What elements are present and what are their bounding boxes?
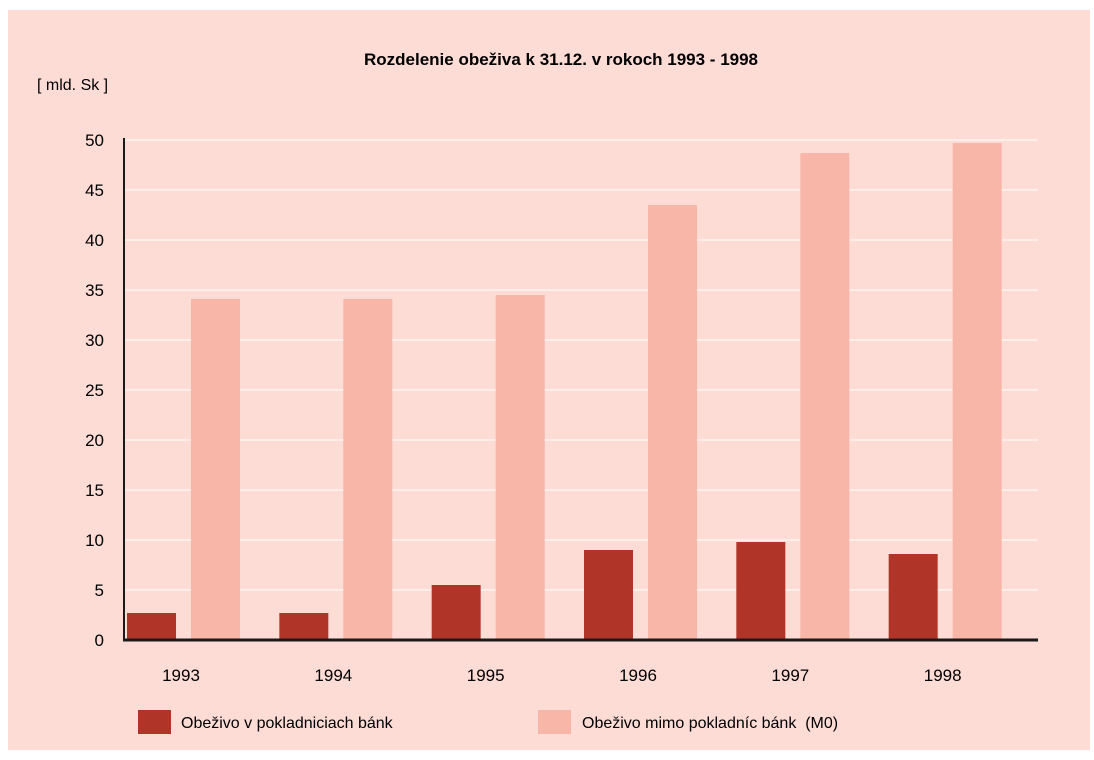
legend-swatch-banks xyxy=(138,710,171,734)
bar-m0-1995 xyxy=(495,295,545,640)
y-tick-label: 35 xyxy=(85,281,104,300)
bar-banks-1997 xyxy=(736,542,786,640)
bar-m0-1998 xyxy=(952,143,1002,640)
x-tick-label: 1997 xyxy=(771,666,809,685)
y-tick-label: 15 xyxy=(85,481,104,500)
bar-m0-1997 xyxy=(800,153,850,640)
y-tick-label: 10 xyxy=(85,531,104,550)
y-tick-label: 30 xyxy=(85,331,104,350)
chart-title: Rozdelenie obeživa k 31.12. v rokoch 199… xyxy=(364,50,758,69)
bar-m0-1993 xyxy=(191,299,240,640)
bar-m0-1996 xyxy=(648,205,697,640)
legend: Obeživo v pokladniciach bánk Obeživo mim… xyxy=(138,710,838,734)
y-tick-label: 50 xyxy=(85,131,104,150)
bar-banks-1995 xyxy=(431,585,481,640)
y-unit-label: [ mld. Sk ] xyxy=(37,77,108,94)
bars xyxy=(127,143,1002,640)
legend-label-banks: Obeživo v pokladniciach bánk xyxy=(181,715,394,732)
gridlines xyxy=(124,139,1038,591)
x-tick-label: 1995 xyxy=(467,666,505,685)
bar-banks-1996 xyxy=(584,550,633,640)
legend-swatch-m0 xyxy=(538,710,571,734)
bar-banks-1994 xyxy=(279,613,329,640)
axes xyxy=(123,138,1038,642)
y-tick-label: 20 xyxy=(85,431,104,450)
legend-label-m0: Obeživo mimo pokladníc bánk (M0) xyxy=(582,715,838,732)
y-tick-label: 25 xyxy=(85,381,104,400)
chart-panel: Rozdelenie obeživa k 31.12. v rokoch 199… xyxy=(8,10,1090,750)
y-tick-label: 40 xyxy=(85,231,104,250)
y-tick-label: 0 xyxy=(95,631,104,650)
x-tick-label: 1996 xyxy=(619,666,657,685)
x-tick-labels: 1993 1994 1995 1996 1997 1998 xyxy=(162,666,961,685)
x-tick-label: 1994 xyxy=(314,666,352,685)
bar-m0-1994 xyxy=(343,299,393,640)
y-tick-label: 45 xyxy=(85,181,104,200)
x-tick-label: 1993 xyxy=(162,666,200,685)
bar-banks-1998 xyxy=(888,554,938,640)
x-tick-label: 1998 xyxy=(924,666,962,685)
bar-banks-1993 xyxy=(127,613,176,640)
chart-svg: Rozdelenie obeživa k 31.12. v rokoch 199… xyxy=(37,50,1038,734)
y-tick-labels: 0 5 10 15 20 25 30 35 40 45 50 xyxy=(85,131,104,650)
y-tick-label: 5 xyxy=(95,581,104,600)
